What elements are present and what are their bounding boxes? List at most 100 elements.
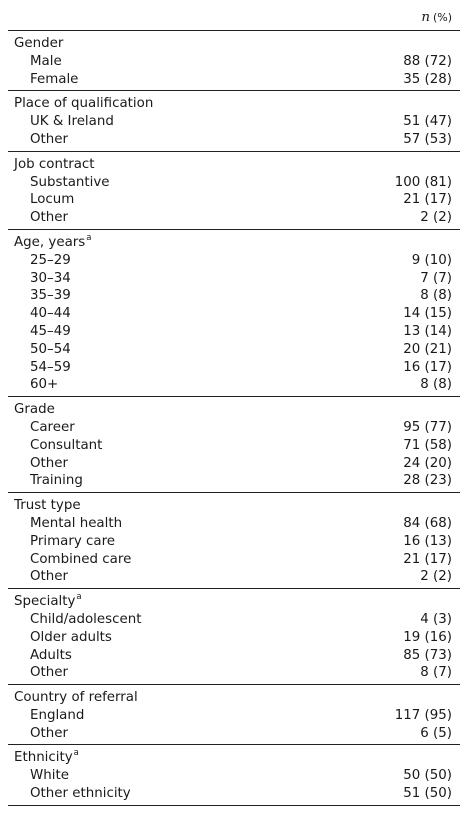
section-title-row: Trust type — [8, 497, 460, 515]
footnote-marker: a — [76, 591, 82, 602]
row-value: 2 (2) — [420, 210, 452, 226]
table-section: Country of referral England 117 (95) Other 6… — [8, 685, 460, 746]
row-label: White — [30, 768, 69, 784]
section-title-text: Job contract — [14, 156, 95, 172]
row-label: 60+ — [30, 377, 59, 393]
row-value: 24 (20) — [403, 455, 452, 471]
row-label: Primary care — [30, 533, 116, 549]
table-row: White 50 (50) — [8, 767, 460, 785]
table-row: Consultant 71 (58) — [8, 437, 460, 455]
header-n: n — [421, 9, 430, 25]
row-value: 13 (14) — [403, 323, 452, 339]
table-row: Other 2 (2) — [8, 209, 460, 227]
section-title-text: Trust type — [14, 498, 81, 514]
row-value: 51 (47) — [403, 114, 452, 130]
row-value: 8 (8) — [420, 377, 452, 393]
row-label: Other — [30, 131, 69, 147]
row-value: 2 (2) — [420, 569, 452, 585]
row-value: 9 (10) — [411, 252, 452, 268]
table-section: Age, yearsa 25–29 9 (10) 30–34 7 (7) 35–39 8 (… — [8, 230, 460, 398]
row-label: 54–59 — [30, 359, 71, 375]
row-value: 85 (73) — [403, 647, 452, 663]
row-value: 8 (7) — [420, 665, 452, 681]
table-row: Other 24 (20) — [8, 455, 460, 473]
table-row: Substantive 100 (81) — [8, 174, 460, 192]
table-row: 40–44 14 (15) — [8, 305, 460, 323]
row-label: Training — [30, 473, 83, 489]
row-label: England — [30, 707, 85, 723]
row-value: 28 (23) — [403, 473, 452, 489]
row-label: Other — [30, 725, 69, 741]
table-row: Locum 21 (17) — [8, 191, 460, 209]
row-value: 14 (15) — [403, 306, 452, 322]
section-title: Age, yearsa — [14, 232, 92, 252]
table-row: Adults 85 (73) — [8, 647, 460, 665]
section-title-text: Gender — [14, 36, 64, 51]
footnote-marker: a — [86, 232, 92, 243]
section-title-row: Specialtya — [8, 591, 460, 611]
header-percent: (%) — [432, 10, 452, 24]
row-value: 6 (5) — [420, 725, 452, 741]
section-title-text: Country of referral — [14, 690, 138, 706]
row-label: Older adults — [30, 629, 112, 645]
section-title-text: Specialty — [14, 594, 76, 610]
table-row: 30–34 7 (7) — [8, 270, 460, 288]
row-label: Other — [30, 665, 69, 681]
table-row: 35–39 8 (8) — [8, 287, 460, 305]
section-title-text: Place of qualification — [14, 96, 154, 112]
row-value: 4 (3) — [420, 611, 452, 627]
row-value: 95 (77) — [403, 419, 452, 435]
table-row: 50–54 20 (21) — [8, 341, 460, 359]
row-value: 21 (17) — [403, 192, 452, 208]
section-title-row: Age, yearsa — [8, 232, 460, 252]
table-row: UK & Ireland 51 (47) — [8, 113, 460, 131]
table-row: Other 2 (2) — [8, 568, 460, 586]
section-title-row: Grade — [8, 401, 460, 419]
row-value: 8 (8) — [420, 288, 452, 304]
row-label: Other ethnicity — [30, 786, 131, 802]
section-title: Country of referral — [14, 689, 138, 707]
row-label: Male — [30, 53, 62, 69]
table-row: Male 88 (72) — [8, 53, 460, 71]
table-row: England 117 (95) — [8, 707, 460, 725]
row-value: 51 (50) — [403, 786, 452, 802]
table-row: Mental health 84 (68) — [8, 515, 460, 533]
row-value: 88 (72) — [403, 53, 452, 69]
row-label: 30–34 — [30, 270, 71, 286]
section-title: Gender — [14, 35, 63, 53]
row-label: Other — [30, 569, 69, 585]
table-section: Grade Career 95 (77) Consultant 71 (58) Other… — [8, 397, 460, 494]
row-value: 57 (53) — [403, 131, 452, 147]
section-title-row: Place of qualification — [8, 95, 460, 113]
row-label: Other — [30, 210, 69, 226]
row-value: 21 (17) — [403, 551, 452, 567]
table-row: Female 35 (28) — [8, 71, 460, 89]
section-title-row: Job contract — [8, 156, 460, 174]
section-title-row: Gender — [8, 35, 460, 53]
table-header: n (%) — [8, 4, 460, 31]
table-row: 54–59 16 (17) — [8, 359, 460, 377]
table-row: 25–29 9 (10) — [8, 252, 460, 270]
section-title: Job contract — [14, 156, 95, 174]
row-value: 16 (17) — [403, 359, 452, 375]
row-label: UK & Ireland — [30, 114, 114, 130]
section-title: Specialtya — [14, 591, 82, 611]
table-row: Other 57 (53) — [8, 131, 460, 149]
section-title-text: Ethnicity — [14, 750, 73, 766]
section-title-row: Country of referral — [8, 689, 460, 707]
row-label: Consultant — [30, 437, 103, 453]
table-row: Child/adolescent 4 (3) — [8, 611, 460, 629]
section-title-text: Grade — [14, 402, 55, 418]
table-row: Other 6 (5) — [8, 725, 460, 743]
table-row: Career 95 (77) — [8, 419, 460, 437]
table-row: 60+ 8 (8) — [8, 376, 460, 394]
row-label: 45–49 — [30, 323, 71, 339]
row-value: 50 (50) — [403, 768, 452, 784]
section-title: Grade — [14, 401, 55, 419]
table-row: Combined care 21 (17) — [8, 551, 460, 569]
row-label: 35–39 — [30, 288, 71, 304]
section-title-text: Age, years — [14, 234, 86, 250]
section-title: Place of qualification — [14, 95, 153, 113]
table-section: Gender Male 88 (72) Female 35 (28) — [8, 31, 460, 92]
row-label: Adults — [30, 647, 72, 663]
